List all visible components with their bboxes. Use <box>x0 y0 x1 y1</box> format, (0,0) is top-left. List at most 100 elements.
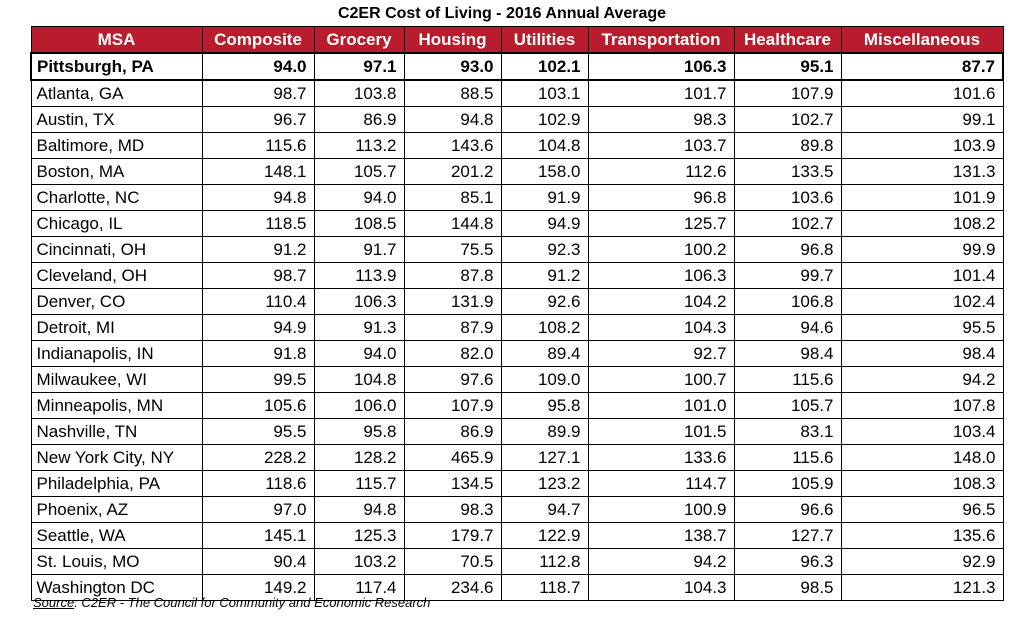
value-cell-grocery: 106.0 <box>313 392 405 419</box>
value-cell-housing: 97.6 <box>403 366 502 393</box>
value-cell-grocery: 103.2 <box>313 548 405 575</box>
value-cell-healthcare: 127.7 <box>733 522 842 549</box>
value-cell-utilities: 91.9 <box>500 184 589 211</box>
value-cell-composite: 145.1 <box>201 522 315 549</box>
value-cell-composite: 110.4 <box>201 288 315 315</box>
value-cell-grocery: 128.2 <box>313 444 405 471</box>
msa-cell: Baltimore, MD <box>30 132 203 159</box>
value-cell-housing: 75.5 <box>403 236 502 263</box>
value-cell-miscellaneous: 101.6 <box>840 79 1004 107</box>
table-row: Denver, CO 110.4 106.3 131.9 92.6 104.2 106.8 1… <box>30 288 1004 315</box>
value-cell-housing: 87.9 <box>403 314 502 341</box>
value-cell-transportation: 133.6 <box>587 444 735 471</box>
value-cell-composite: 99.5 <box>201 366 315 393</box>
header-row: MSA Composite Grocery Housing Utilities Trans… <box>30 26 1004 54</box>
value-cell-transportation: 100.2 <box>587 236 735 263</box>
value-cell-composite: 90.4 <box>201 548 315 575</box>
value-cell-miscellaneous: 94.2 <box>840 366 1004 393</box>
value-cell-miscellaneous: 108.2 <box>840 210 1004 237</box>
value-cell-healthcare: 133.5 <box>733 158 842 185</box>
column-header-transportation: Transportation <box>587 26 735 54</box>
table-row: Baltimore, MD 115.6 113.2 143.6 104.8 103.7 89… <box>30 132 1004 159</box>
value-cell-composite: 97.0 <box>201 496 315 523</box>
msa-cell: Minneapolis, MN <box>30 392 203 419</box>
value-cell-utilities: 158.0 <box>500 158 589 185</box>
table-row: Nashville, TN 95.5 95.8 86.9 89.9 101.5 83.1 10… <box>30 418 1004 445</box>
value-cell-healthcare: 96.3 <box>733 548 842 575</box>
value-cell-transportation: 104.2 <box>587 288 735 315</box>
value-cell-grocery: 125.3 <box>313 522 405 549</box>
value-cell-housing: 134.5 <box>403 470 502 497</box>
value-cell-composite: 94.8 <box>201 184 315 211</box>
value-cell-miscellaneous: 148.0 <box>840 444 1004 471</box>
column-header-healthcare: Healthcare <box>733 26 842 54</box>
value-cell-utilities: 89.9 <box>500 418 589 445</box>
value-cell-miscellaneous: 98.4 <box>840 340 1004 367</box>
value-cell-grocery: 94.8 <box>313 496 405 523</box>
value-cell-transportation: 96.8 <box>587 184 735 211</box>
value-cell-housing: 86.9 <box>403 418 502 445</box>
value-cell-utilities: 95.8 <box>500 392 589 419</box>
value-cell-composite: 98.7 <box>201 79 315 107</box>
value-cell-miscellaneous: 108.3 <box>840 470 1004 497</box>
msa-cell: Cleveland, OH <box>30 262 203 289</box>
value-cell-transportation: 103.7 <box>587 132 735 159</box>
value-cell-healthcare: 98.5 <box>733 574 842 601</box>
value-cell-housing: 85.1 <box>403 184 502 211</box>
value-cell-utilities: 94.7 <box>500 496 589 523</box>
value-cell-miscellaneous: 99.1 <box>840 106 1004 133</box>
msa-cell: Nashville, TN <box>30 418 203 445</box>
value-cell-utilities: 89.4 <box>500 340 589 367</box>
value-cell-grocery: 108.5 <box>313 210 405 237</box>
value-cell-healthcare: 95.1 <box>733 52 842 81</box>
msa-cell: Milwaukee, WI <box>30 366 203 393</box>
value-cell-healthcare: 115.6 <box>733 444 842 471</box>
value-cell-housing: 465.9 <box>403 444 502 471</box>
value-cell-utilities: 118.7 <box>500 574 589 601</box>
value-cell-composite: 148.1 <box>201 158 315 185</box>
value-cell-transportation: 138.7 <box>587 522 735 549</box>
value-cell-transportation: 98.3 <box>587 106 735 133</box>
table-body: Pittsburgh, PA 94.0 97.1 93.0 102.1 106.3 95.1… <box>30 52 1004 601</box>
value-cell-transportation: 101.0 <box>587 392 735 419</box>
value-cell-miscellaneous: 87.7 <box>840 52 1004 81</box>
value-cell-healthcare: 99.7 <box>733 262 842 289</box>
value-cell-housing: 87.8 <box>403 262 502 289</box>
value-cell-grocery: 104.8 <box>313 366 405 393</box>
value-cell-utilities: 103.1 <box>500 79 589 107</box>
value-cell-grocery: 91.3 <box>313 314 405 341</box>
value-cell-composite: 95.5 <box>201 418 315 445</box>
msa-cell: Chicago, IL <box>30 210 203 237</box>
value-cell-utilities: 104.8 <box>500 132 589 159</box>
value-cell-grocery: 94.0 <box>313 184 405 211</box>
value-cell-transportation: 101.7 <box>587 79 735 107</box>
msa-cell: Detroit, MI <box>30 314 203 341</box>
value-cell-housing: 98.3 <box>403 496 502 523</box>
source-text: : C2ER - The Council for Community and E… <box>74 595 431 610</box>
table-row: Indianapolis, IN 91.8 94.0 82.0 89.4 92.7 98.4… <box>30 340 1004 367</box>
value-cell-housing: 131.9 <box>403 288 502 315</box>
value-cell-composite: 115.6 <box>201 132 315 159</box>
msa-cell: Seattle, WA <box>30 522 203 549</box>
value-cell-healthcare: 83.1 <box>733 418 842 445</box>
value-cell-miscellaneous: 121.3 <box>840 574 1004 601</box>
table-row: Chicago, IL 118.5 108.5 144.8 94.9 125.7 102.7… <box>30 210 1004 237</box>
value-cell-miscellaneous: 95.5 <box>840 314 1004 341</box>
table-row: Philadelphia, PA 118.6 115.7 134.5 123.2 114.… <box>30 470 1004 497</box>
column-header-composite: Composite <box>201 26 315 54</box>
table-row: Pittsburgh, PA 94.0 97.1 93.0 102.1 106.3 95.1… <box>30 52 1004 81</box>
value-cell-grocery: 113.9 <box>313 262 405 289</box>
value-cell-miscellaneous: 107.8 <box>840 392 1004 419</box>
value-cell-miscellaneous: 101.4 <box>840 262 1004 289</box>
value-cell-composite: 228.2 <box>201 444 315 471</box>
value-cell-miscellaneous: 96.5 <box>840 496 1004 523</box>
value-cell-housing: 144.8 <box>403 210 502 237</box>
value-cell-healthcare: 103.6 <box>733 184 842 211</box>
table-row: Atlanta, GA 98.7 103.8 88.5 103.1 101.7 107.9 1… <box>30 79 1004 107</box>
value-cell-miscellaneous: 103.4 <box>840 418 1004 445</box>
column-header-msa: MSA <box>30 26 203 54</box>
table-row: Cincinnati, OH 91.2 91.7 75.5 92.3 100.2 96.8 9… <box>30 236 1004 263</box>
value-cell-miscellaneous: 135.6 <box>840 522 1004 549</box>
value-cell-composite: 105.6 <box>201 392 315 419</box>
table-row: New York City, NY 228.2 128.2 465.9 127.1 133… <box>30 444 1004 471</box>
